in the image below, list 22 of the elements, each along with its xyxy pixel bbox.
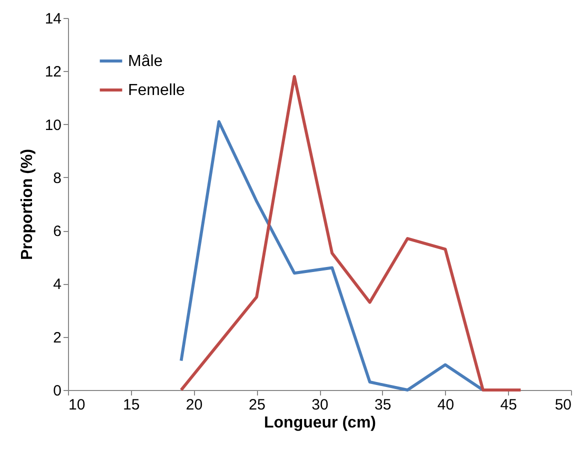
y-tick-label: 4 bbox=[53, 276, 62, 294]
line-series bbox=[180, 120, 484, 392]
y-tick-label: 10 bbox=[44, 116, 62, 134]
x-tick-label: 30 bbox=[312, 396, 328, 414]
x-tick-label: 40 bbox=[437, 396, 454, 414]
x-tick-label: 10 bbox=[68, 396, 86, 414]
x-axis-title: Longueur (cm) bbox=[264, 414, 376, 432]
y-tick-label: 2 bbox=[53, 329, 62, 346]
x-tick-label: 25 bbox=[248, 396, 266, 414]
y-tick-label: 8 bbox=[53, 170, 62, 187]
x-tick-label: 50 bbox=[554, 396, 572, 414]
legend-label: Mâle bbox=[128, 53, 163, 70]
y-tick-label: 12 bbox=[44, 64, 62, 81]
legend-label: Femelle bbox=[128, 82, 186, 99]
y-tick-label: 0 bbox=[53, 382, 62, 400]
x-tick-label: 15 bbox=[123, 396, 140, 414]
x-tick-label: 45 bbox=[500, 396, 517, 414]
y-axis-title: Proportion (%) bbox=[18, 148, 36, 260]
y-tick-label: 14 bbox=[44, 10, 62, 28]
y-tick-label: 6 bbox=[53, 223, 62, 240]
x-tick-label: 20 bbox=[186, 396, 203, 414]
x-tick-label: 35 bbox=[374, 396, 392, 414]
